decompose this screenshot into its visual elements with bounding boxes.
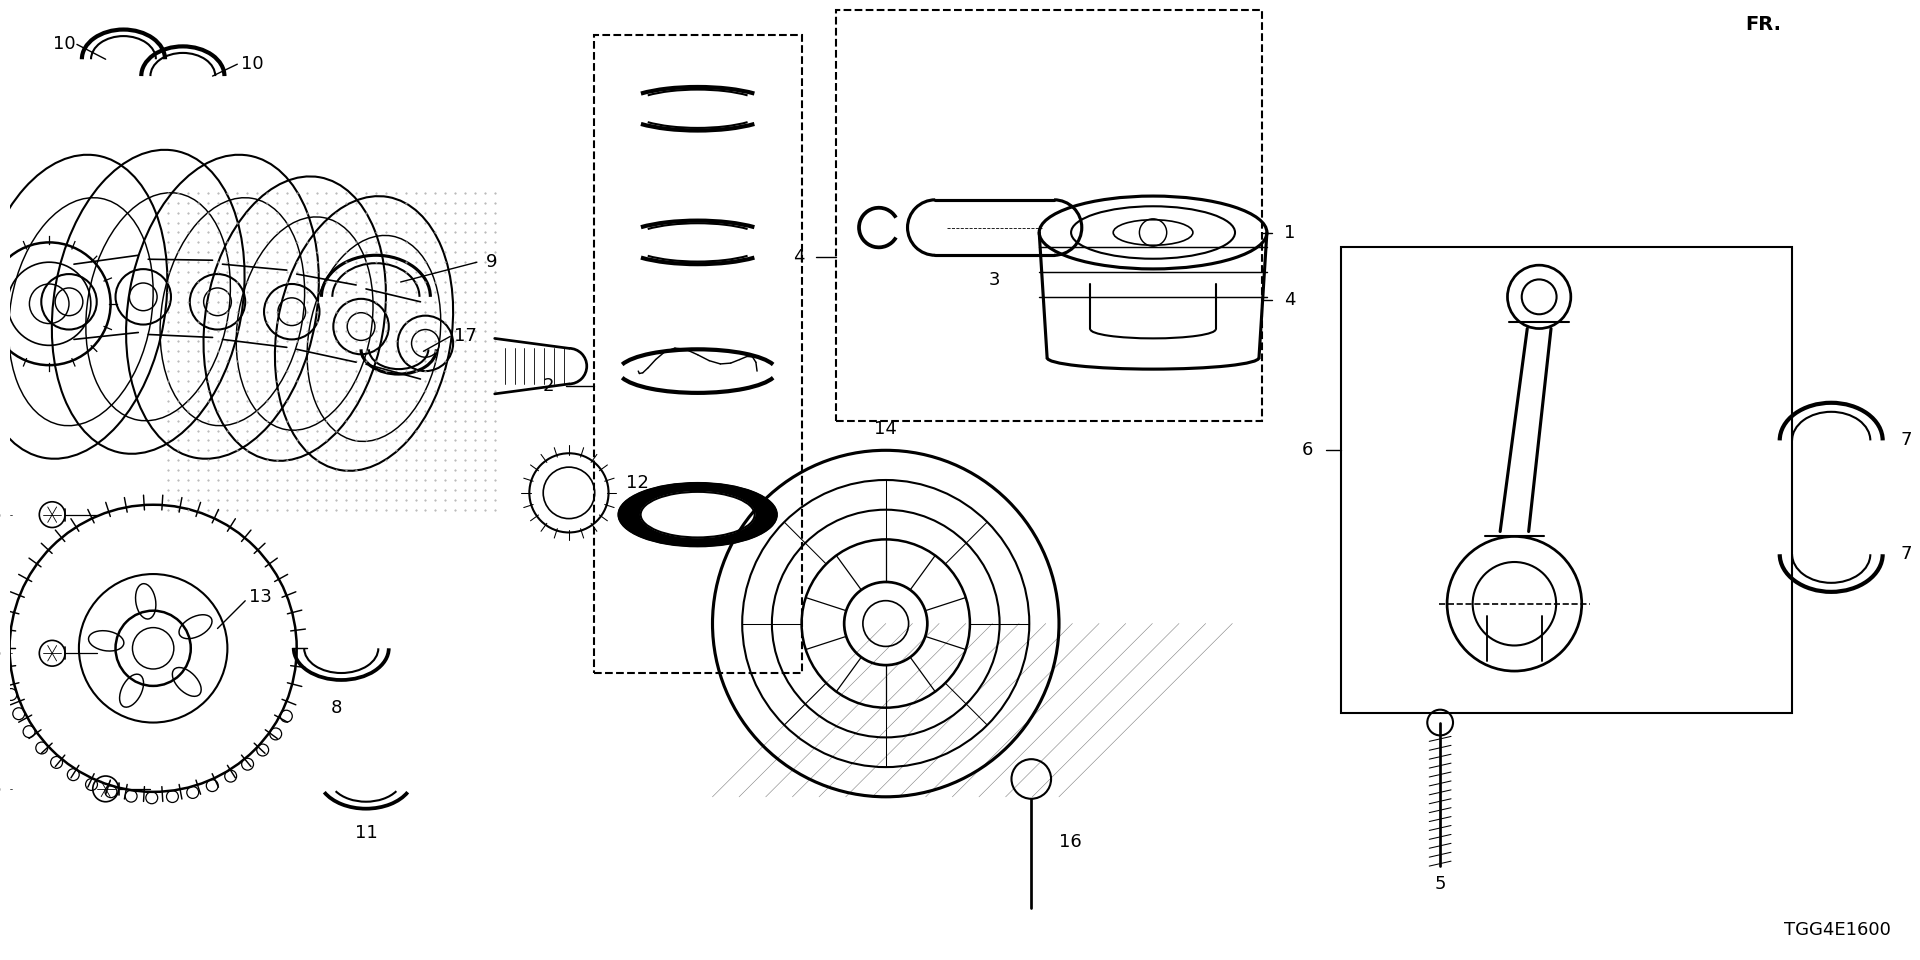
Text: 7: 7 [1901,545,1912,564]
Text: TGG4E1600: TGG4E1600 [1784,922,1891,940]
Text: 4: 4 [793,249,804,266]
Text: 8: 8 [330,699,342,717]
Text: 10: 10 [240,55,263,73]
Text: 1: 1 [1284,224,1296,242]
Text: 3: 3 [989,271,1000,289]
Text: 7: 7 [1901,431,1912,449]
Text: 13: 13 [248,588,271,606]
Text: 6: 6 [1302,442,1313,459]
Ellipse shape [618,483,778,546]
Text: FR.: FR. [1745,15,1782,35]
Text: 4: 4 [1284,291,1296,309]
Text: 14: 14 [874,420,897,438]
Text: 9: 9 [486,253,497,272]
Text: 11: 11 [355,825,378,843]
Text: 2: 2 [543,377,555,395]
Text: 16: 16 [1060,833,1081,852]
Text: 17: 17 [453,327,476,346]
Text: 10: 10 [52,36,75,54]
Ellipse shape [641,492,755,538]
Text: 5: 5 [1434,875,1446,893]
Text: 12: 12 [626,474,649,492]
